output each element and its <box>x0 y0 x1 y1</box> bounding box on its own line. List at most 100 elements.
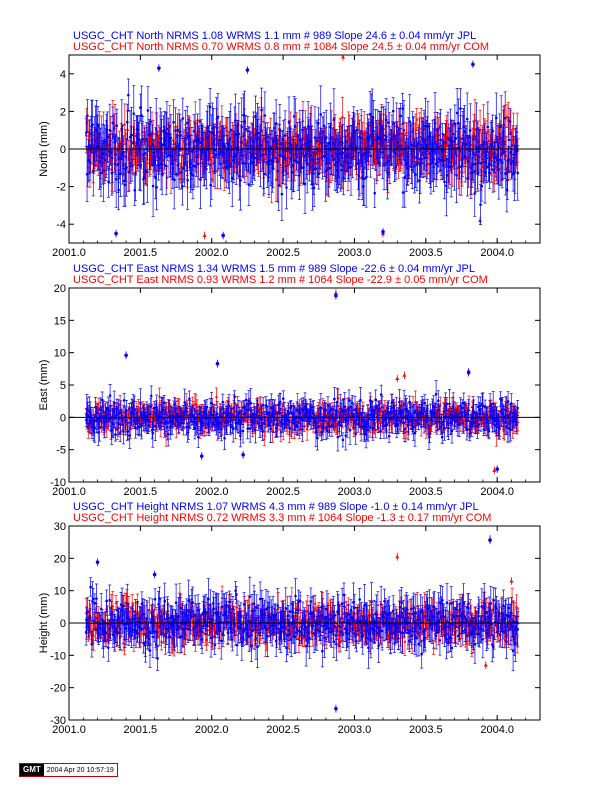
data-point <box>110 156 114 160</box>
data-point <box>145 137 148 141</box>
data-point <box>435 160 439 164</box>
data-point <box>368 113 372 116</box>
data-point <box>327 166 331 170</box>
data-point <box>363 152 367 156</box>
data-point <box>99 171 103 175</box>
data-point <box>252 140 255 143</box>
data-point <box>226 142 230 145</box>
data-point <box>503 116 507 120</box>
data-point <box>127 170 131 174</box>
data-point <box>485 156 488 160</box>
data-point <box>447 165 451 169</box>
data-point <box>444 141 447 144</box>
data-point <box>122 410 126 414</box>
data-point <box>423 156 427 160</box>
data-point <box>276 169 280 173</box>
data-point <box>257 131 261 135</box>
data-point <box>179 134 182 137</box>
data-point <box>446 137 450 141</box>
data-point <box>292 115 296 118</box>
data-point <box>448 144 451 148</box>
data-point <box>490 143 493 147</box>
data-point <box>164 131 168 135</box>
data-point <box>454 137 457 141</box>
data-point <box>225 128 229 132</box>
data-point <box>85 172 89 176</box>
data-point <box>99 156 102 159</box>
data-layer <box>84 55 520 240</box>
data-point <box>149 120 152 123</box>
x-tick-label: 2003.0 <box>338 247 372 259</box>
data-point <box>332 117 336 121</box>
data-point <box>318 149 321 153</box>
data-point <box>340 115 344 119</box>
data-point <box>139 106 142 109</box>
data-point <box>146 109 150 112</box>
data-point <box>499 124 503 127</box>
data-point <box>143 151 147 155</box>
data-point <box>491 129 494 132</box>
data-point <box>233 133 237 137</box>
data-point <box>274 122 278 125</box>
data-point <box>494 133 498 137</box>
data-point <box>247 183 251 186</box>
data-point <box>172 120 175 124</box>
data-point <box>505 114 509 118</box>
series-com <box>84 289 520 475</box>
data-point <box>223 144 226 148</box>
data-point <box>174 129 177 132</box>
data-point <box>174 172 178 176</box>
data-point <box>106 135 109 139</box>
data-point <box>513 177 517 181</box>
data-point <box>507 138 511 142</box>
data-point <box>181 185 184 188</box>
data-point <box>87 134 91 137</box>
data-point <box>410 168 414 172</box>
chart-title-line: USGC_CHT North NRMS 0.70 WRMS 0.8 mm # 1… <box>73 41 489 53</box>
data-point <box>154 128 158 131</box>
data-point <box>255 137 259 141</box>
data-point <box>279 163 283 166</box>
data-point <box>240 125 244 129</box>
data-point <box>502 150 506 153</box>
data-point <box>185 121 189 125</box>
y-tick-label: -4 <box>56 219 66 231</box>
data-point <box>238 174 241 178</box>
data-point <box>181 117 185 120</box>
data-point <box>134 171 137 175</box>
y-tick-label: 4 <box>60 69 66 81</box>
data-point <box>474 162 477 166</box>
data-point <box>515 149 519 153</box>
data-point <box>243 120 246 123</box>
data-point <box>131 141 135 145</box>
data-point <box>110 171 114 175</box>
outlier-point <box>341 55 346 59</box>
data-point <box>98 160 101 163</box>
data-point <box>130 133 133 137</box>
data-point <box>304 142 307 146</box>
data-point <box>439 159 443 162</box>
data-point <box>359 136 363 140</box>
data-point <box>197 139 201 142</box>
data-point <box>487 162 491 166</box>
data-point <box>357 174 361 178</box>
data-point <box>87 159 90 163</box>
data-point <box>216 168 220 171</box>
y-tick-label: -2 <box>56 182 66 194</box>
data-point <box>187 135 190 138</box>
data-point <box>191 174 195 177</box>
data-point <box>157 163 160 167</box>
data-point <box>386 170 389 174</box>
data-point <box>317 172 321 176</box>
outlier-point <box>114 231 118 236</box>
data-point <box>189 172 193 175</box>
data-point <box>327 141 331 145</box>
data-point <box>473 192 477 195</box>
outlier-point <box>478 218 483 222</box>
data-point <box>193 119 197 123</box>
data-point <box>88 145 91 149</box>
data-point <box>426 124 430 128</box>
data-point <box>433 121 437 125</box>
outlier-point <box>157 66 161 70</box>
data-point <box>259 114 263 118</box>
